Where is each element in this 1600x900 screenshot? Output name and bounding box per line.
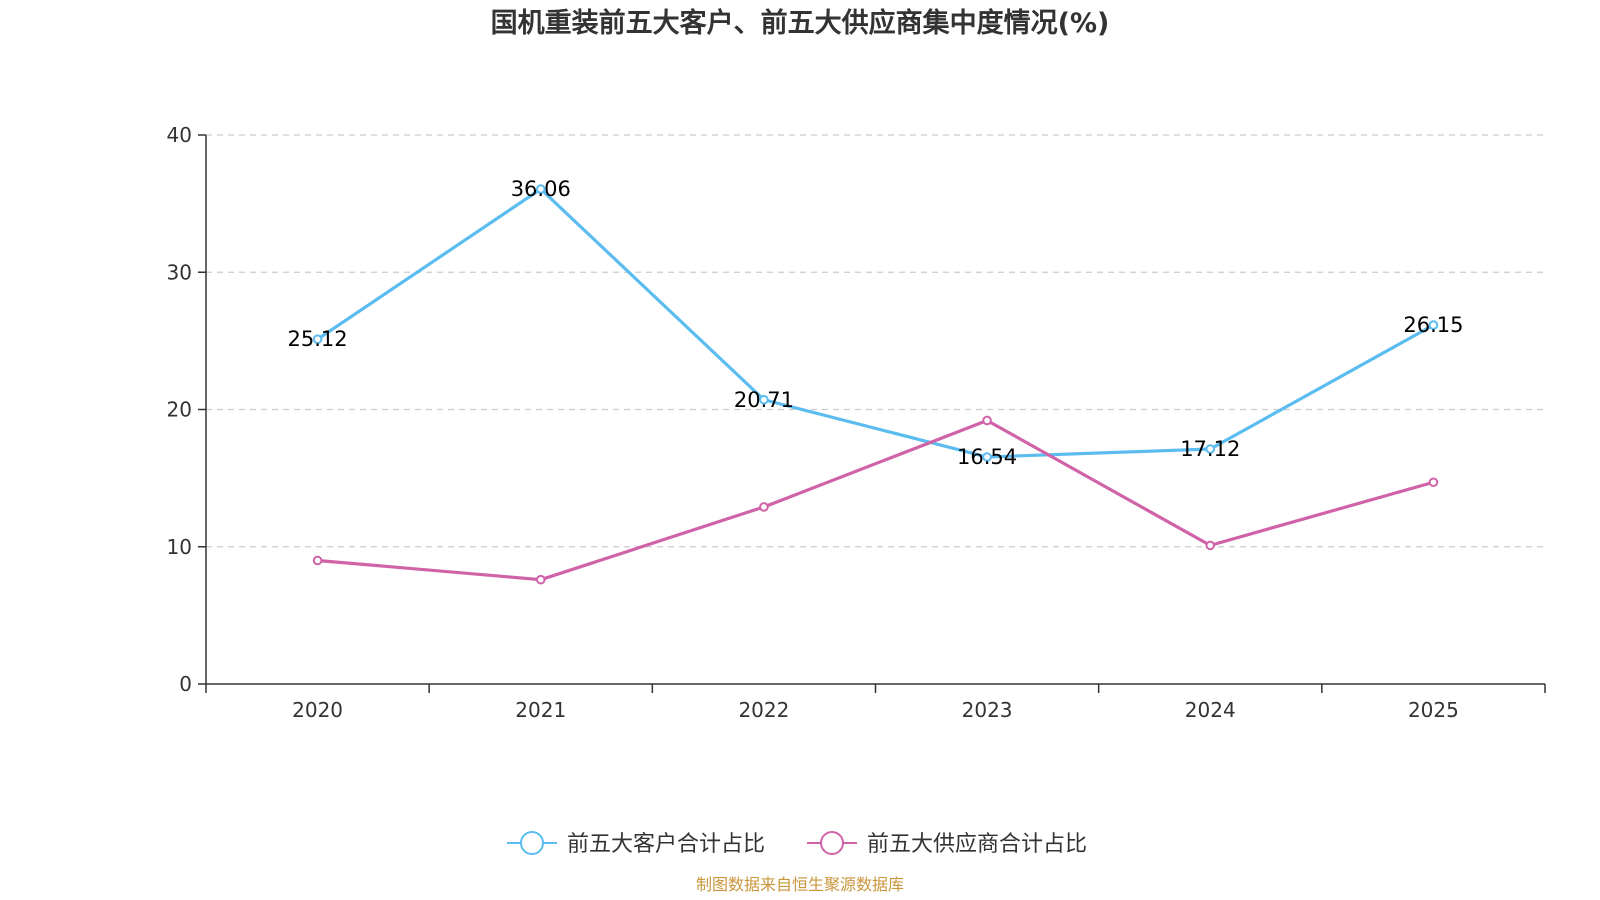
x-tick-label: 2020 — [292, 698, 343, 722]
data-label: 26.15 — [1403, 313, 1463, 337]
series — [312, 184, 1439, 585]
legend-marker — [520, 831, 544, 855]
y-tick-label: 10 — [167, 535, 192, 559]
legend-item-1[interactable]: 前五大客户合计占比 — [507, 831, 765, 857]
y-tick-label: 0 — [179, 672, 192, 696]
x-tick-label: 2021 — [515, 698, 566, 722]
data-label: 36.06 — [511, 177, 571, 201]
series-2-point[interactable] — [982, 415, 992, 426]
series-2-point[interactable] — [312, 555, 323, 566]
legend[interactable]: 前五大客户合计占比 前五大供应商合计占比 — [507, 831, 1087, 857]
legend-label: 前五大供应商合计占比 — [867, 832, 1087, 857]
data-labels: 25.12 36.06 20.71 16.54 17.12 26.15 — [288, 177, 1464, 469]
series-1-point[interactable] — [312, 334, 323, 345]
grid-lines — [206, 134, 1545, 548]
legend-label: 前五大客户合计占比 — [567, 832, 765, 857]
data-label: 20.71 — [734, 388, 794, 412]
chart-title: 国机重装前五大客户、前五大供应商集中度情况(%) — [491, 7, 1110, 39]
series-2-point[interactable] — [535, 574, 546, 585]
series-2-point[interactable] — [759, 502, 769, 512]
data-label: 17.12 — [1180, 437, 1240, 461]
source-note: 制图数据来自恒生聚源数据库 — [696, 875, 904, 894]
y-tick-label: 40 — [167, 123, 192, 147]
y-tick-label: 20 — [167, 398, 192, 422]
data-label: 16.54 — [957, 445, 1017, 469]
x-tick-label: 2022 — [738, 698, 789, 722]
x-tick-label: 2025 — [1408, 698, 1459, 722]
data-label: 25.12 — [288, 327, 348, 351]
series-2-point[interactable] — [1428, 477, 1439, 488]
series-1-point[interactable] — [982, 452, 992, 462]
series-line-2 — [317, 418, 1434, 582]
series-1-point[interactable] — [535, 184, 546, 194]
series-1-point[interactable] — [759, 394, 769, 405]
series-line-1 — [316, 187, 1435, 459]
legend-item-2[interactable]: 前五大供应商合计占比 — [807, 831, 1087, 857]
series-1-point[interactable] — [1428, 320, 1439, 330]
axes: 0 10 20 30 40 2020 2021 2022 2023 2024 2025 — [167, 123, 1546, 722]
x-tick-label: 2023 — [962, 698, 1013, 722]
x-tick-label: 2024 — [1185, 698, 1236, 722]
y-tick-label: 30 — [167, 260, 192, 284]
series-2-point[interactable] — [1205, 540, 1216, 551]
legend-marker — [820, 831, 844, 855]
series-1-point[interactable] — [1205, 444, 1216, 454]
